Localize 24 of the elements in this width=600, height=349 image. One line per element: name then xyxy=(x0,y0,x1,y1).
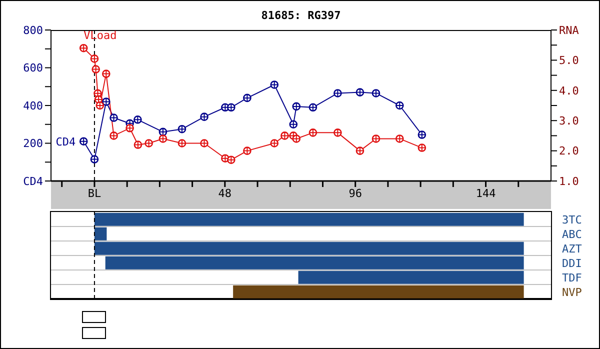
y2-tick-label: 5.0 xyxy=(559,54,579,68)
chart-title: 81685: RG397 xyxy=(260,9,342,22)
y-tick-label: 3TC xyxy=(562,213,582,226)
y-tick-label: 800 xyxy=(23,24,43,37)
series-label: VLoad xyxy=(84,29,117,42)
x-tick-label: 48 xyxy=(218,186,232,200)
series-label: CD4 xyxy=(56,135,76,148)
y2-tick-label: 1.0 xyxy=(559,174,579,188)
y-tick-label: DDI xyxy=(562,256,582,270)
y2-tick-label: 2.0 xyxy=(559,144,579,158)
y-tick-label: 400 xyxy=(23,99,43,112)
y2-tick-label: 3.0 xyxy=(559,114,579,128)
y-tick-label: ABC xyxy=(562,228,582,241)
y-tick-label: AZT xyxy=(562,242,582,256)
y-tick-label: TDF xyxy=(562,271,582,284)
x-tick-label: 96 xyxy=(348,186,362,200)
y-tick-label: 200 xyxy=(23,137,43,150)
y2-tick-label: RNA xyxy=(559,24,580,37)
y-tick-label: NVP xyxy=(562,286,582,299)
y2-tick-label: 4.0 xyxy=(559,84,579,98)
x-tick-label: BL xyxy=(88,186,102,200)
y-tick-label: 600 xyxy=(23,62,43,75)
x-tick-label: 144 xyxy=(476,186,496,200)
y-tick-label: CD4 xyxy=(23,174,44,188)
